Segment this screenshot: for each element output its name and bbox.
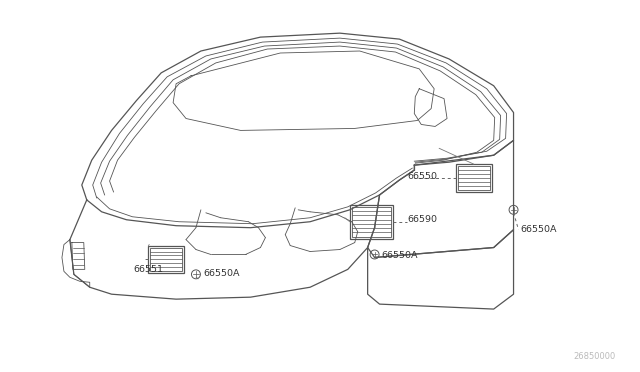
Bar	[458, 166, 490, 190]
Text: 66550: 66550	[407, 171, 437, 180]
Text: 66551: 66551	[133, 265, 163, 274]
Text: 26850000: 26850000	[573, 352, 616, 361]
Bar	[148, 246, 184, 273]
Bar	[150, 247, 182, 271]
Text: 66550A: 66550A	[204, 269, 241, 278]
Text: 66590: 66590	[407, 215, 437, 224]
Text: 66550A: 66550A	[520, 225, 557, 234]
Bar	[352, 207, 392, 237]
Bar	[350, 205, 394, 238]
Bar	[456, 164, 492, 192]
Text: 66550A: 66550A	[381, 251, 418, 260]
